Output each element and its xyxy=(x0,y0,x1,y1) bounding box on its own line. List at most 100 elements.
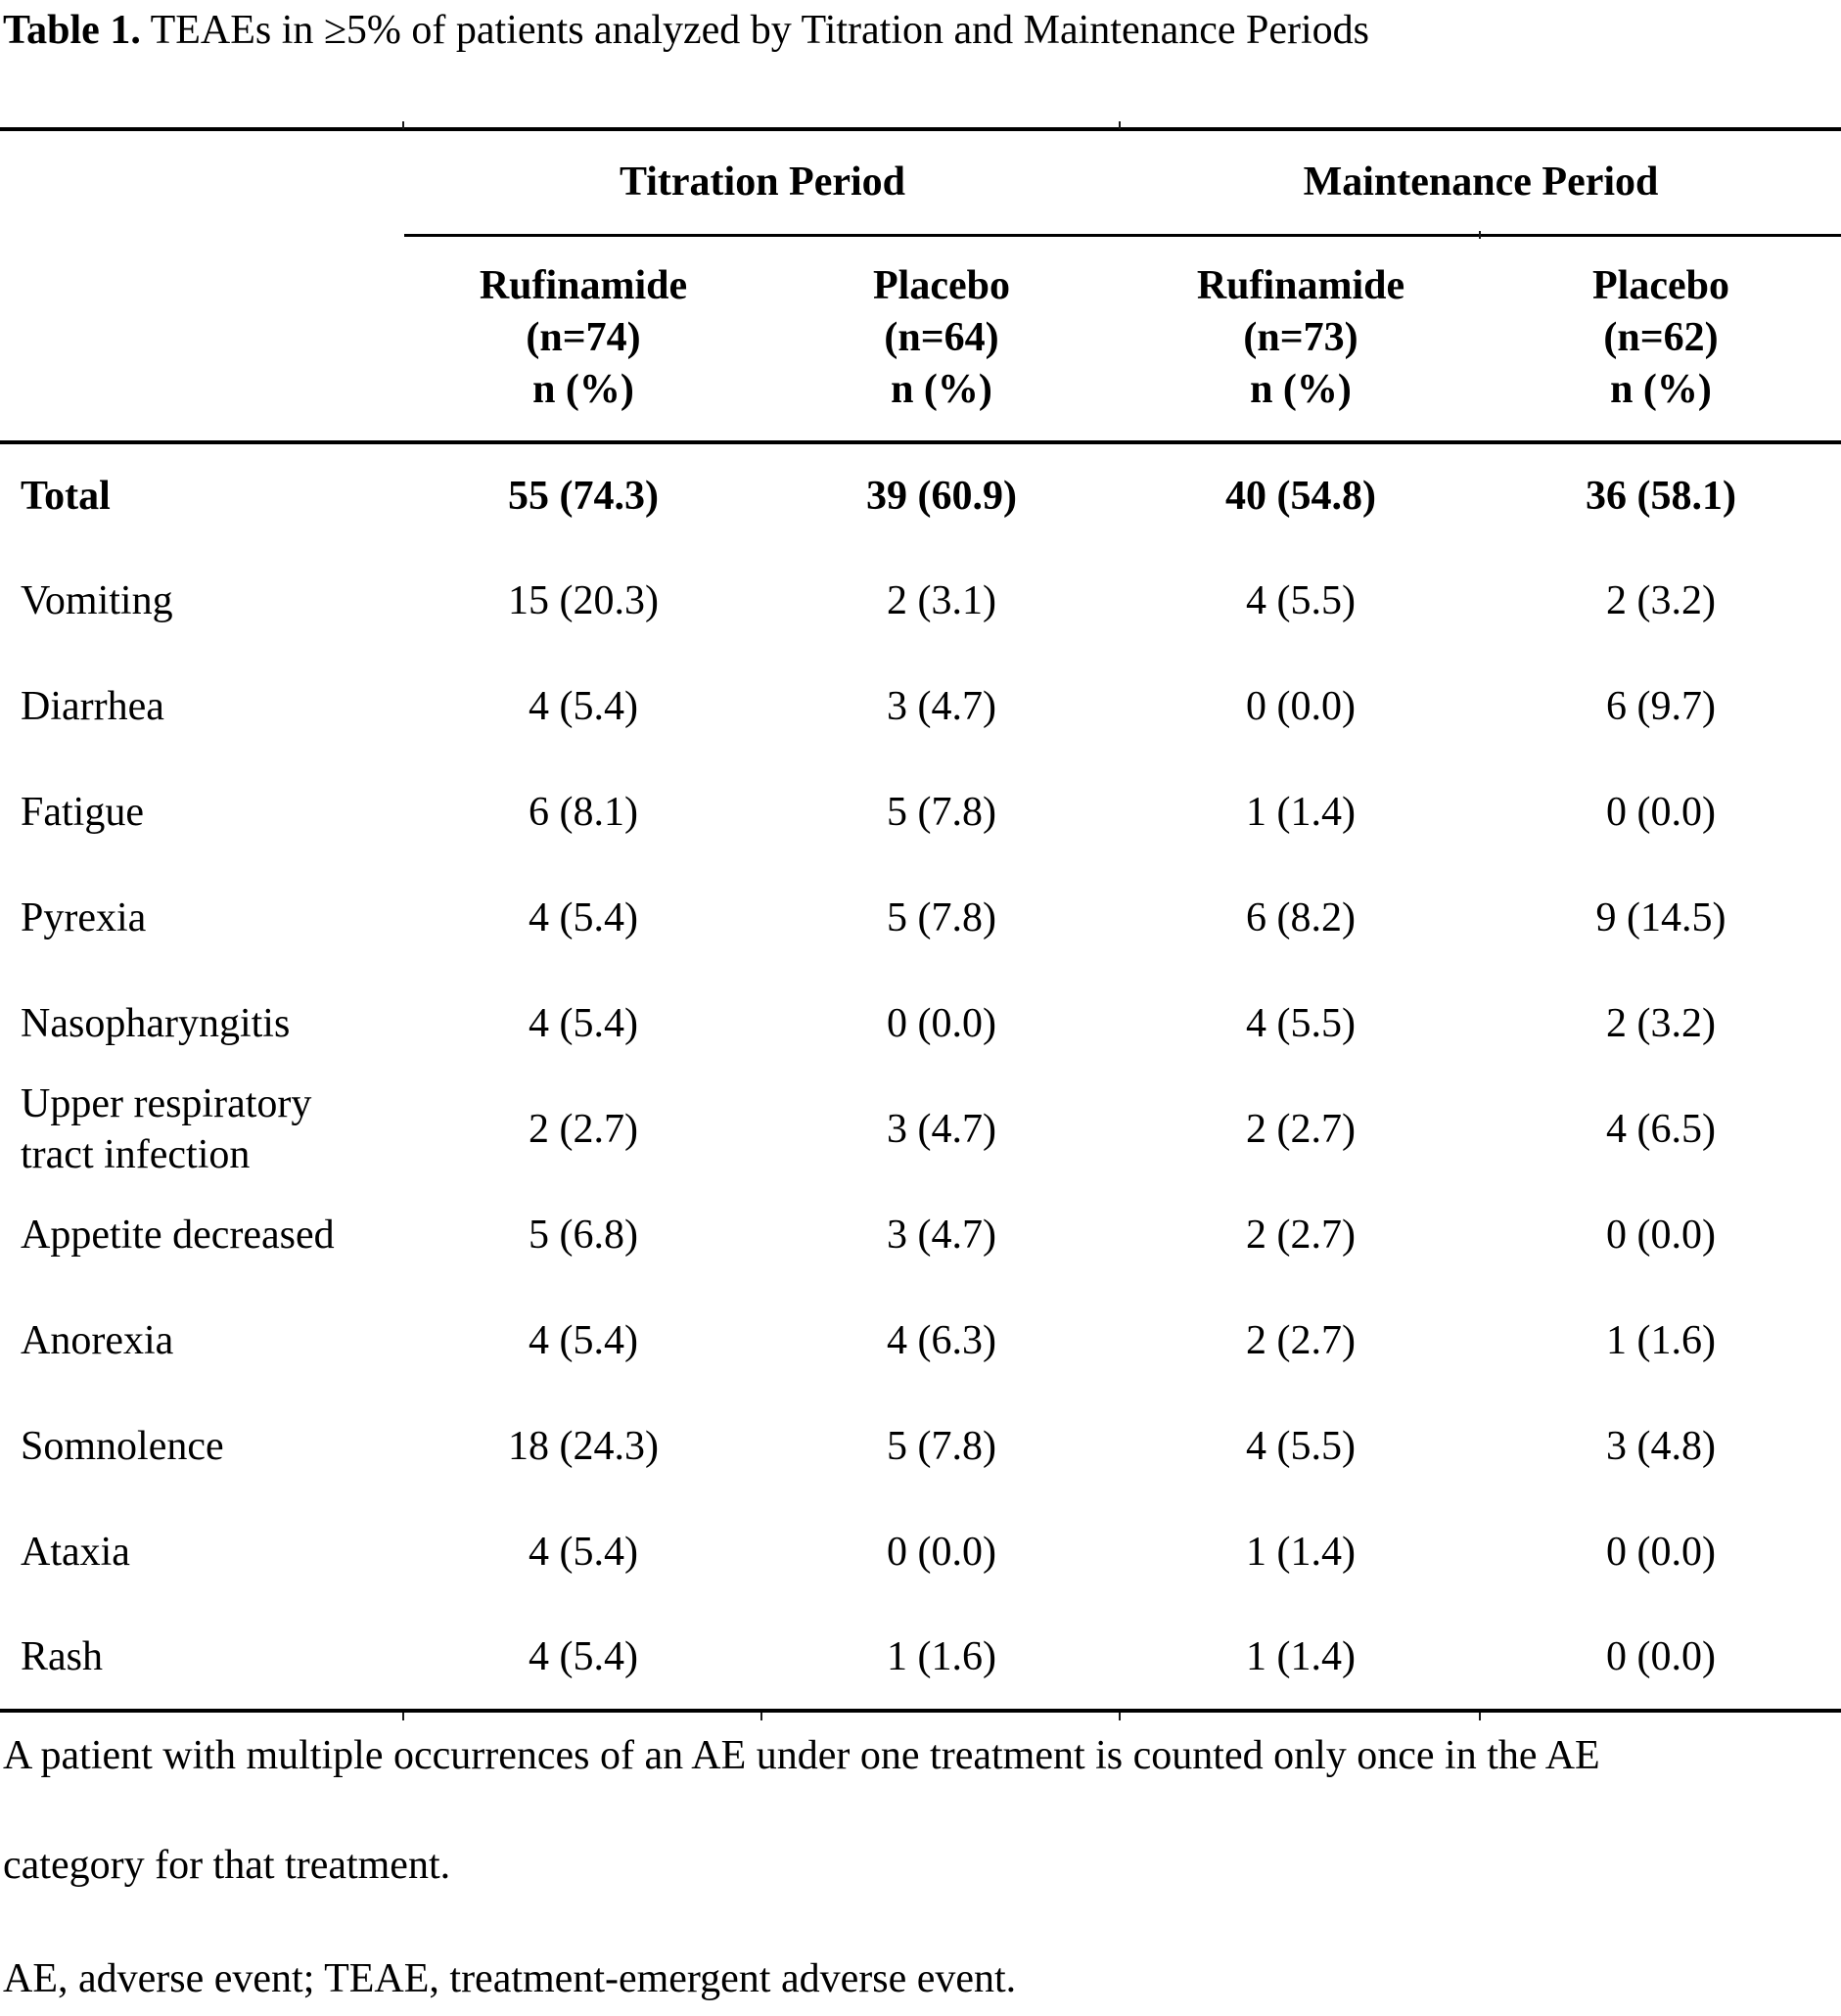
value-cell: 4 (5.5) xyxy=(1246,578,1356,623)
value-cell: 36 (58.1) xyxy=(1586,474,1736,519)
ae-label: Ataxia xyxy=(21,1530,130,1575)
cell-boundary-tick xyxy=(1119,1713,1121,1720)
value-cell: 5 (7.8) xyxy=(887,1424,996,1469)
value-cell: 0 (0.0) xyxy=(1246,684,1356,729)
value-cell: 4 (5.4) xyxy=(529,1001,638,1046)
footnote-abbreviations: AE, adverse event; TEAE, treatment-emerg… xyxy=(3,1956,1017,2001)
value-cell: 6 (8.2) xyxy=(1246,895,1356,940)
table-row-nasopharyngitis: Nasopharyngitis 4 (5.4) 0 (0.0) 4 (5.5) … xyxy=(0,971,1841,1077)
ae-label: Nasopharyngitis xyxy=(21,1001,291,1046)
ae-label: Upper respiratory tract infection xyxy=(0,1077,404,1182)
drug-name: Rufinamide xyxy=(479,263,688,309)
value-cell: 0 (0.0) xyxy=(1481,1605,1841,1713)
value-cell: 3 (4.7) xyxy=(887,684,996,729)
value-cell: 6 (9.7) xyxy=(1606,684,1716,729)
ae-label: Total xyxy=(21,474,111,519)
table-row-somnolence: Somnolence 18 (24.3) 5 (7.8) 4 (5.5) 3 (… xyxy=(0,1394,1841,1499)
table-body: Total 55 (74.3) 39 (60.9) 40 (54.8) 36 (… xyxy=(0,442,1841,1713)
ae-label: Pyrexia xyxy=(21,895,147,940)
ae-label: Rash xyxy=(0,1605,404,1713)
table-row-ataxia: Ataxia 4 (5.4) 0 (0.0) 1 (1.4) 0 (0.0) xyxy=(0,1499,1841,1605)
ae-label: Appetite decreased xyxy=(21,1213,335,1258)
sample-size: (n=62) xyxy=(1603,315,1719,361)
value-cell: 4 (5.4) xyxy=(529,684,638,729)
table-caption-text: TEAEs in ≥5% of patients analyzed by Tit… xyxy=(140,8,1370,53)
value-cell: 1 (1.6) xyxy=(762,1605,1121,1713)
value-cell: 18 (24.3) xyxy=(508,1424,659,1469)
cell-boundary-tick xyxy=(1479,1713,1481,1720)
value-cell: 4 (6.3) xyxy=(887,1318,996,1363)
ae-label: Somnolence xyxy=(21,1424,224,1469)
unit-label: n (%) xyxy=(891,367,992,413)
value-cell: 4 (5.4) xyxy=(404,1605,762,1713)
sample-size: (n=64) xyxy=(884,315,999,361)
drug-header-row: Rufinamide (n=74) n (%) Placebo (n=64) n… xyxy=(0,235,1841,444)
ae-label: Vomiting xyxy=(21,578,173,623)
value-cell: 0 (0.0) xyxy=(1606,790,1716,835)
value-cell: 4 (5.4) xyxy=(529,1318,638,1363)
ae-label: Fatigue xyxy=(21,790,144,835)
value-cell: 1 (1.4) xyxy=(1121,1605,1481,1713)
drug-name: Placebo xyxy=(1592,263,1729,309)
unit-label: n (%) xyxy=(1610,367,1712,413)
value-cell: 1 (1.4) xyxy=(1246,790,1356,835)
sample-size: (n=73) xyxy=(1243,315,1358,361)
value-cell: 2 (2.7) xyxy=(1246,1318,1356,1363)
teae-table: Titration Period Maintenance Period Rufi… xyxy=(0,127,1841,1713)
value-cell: 3 (4.8) xyxy=(1606,1424,1716,1469)
table-row-rash: Rash 4 (5.4) 1 (1.6) 1 (1.4) 0 (0.0) xyxy=(0,1605,1841,1713)
cell-boundary-tick xyxy=(402,121,404,129)
ae-label-line: Upper respiratory xyxy=(21,1081,312,1126)
column-header-maintenance-rufinamide: Rufinamide (n=73) n (%) xyxy=(1121,235,1481,444)
column-header-titration-placebo: Placebo (n=64) n (%) xyxy=(762,235,1121,444)
drug-name: Rufinamide xyxy=(1196,263,1405,309)
value-cell: 3 (4.7) xyxy=(887,1213,996,1258)
table-caption: Table 1. TEAEs in ≥5% of patients analyz… xyxy=(3,6,1369,55)
table-header: Titration Period Maintenance Period Rufi… xyxy=(0,129,1841,444)
ae-label: Diarrhea xyxy=(21,684,164,729)
corner-cell xyxy=(0,129,404,235)
period-header-titration: Titration Period xyxy=(404,129,1121,237)
cell-boundary-tick xyxy=(760,1713,762,1720)
value-cell: 1 (1.4) xyxy=(1246,1530,1356,1575)
value-cell: 15 (20.3) xyxy=(508,578,659,623)
value-cell: 40 (54.8) xyxy=(1225,474,1376,519)
cell-boundary-tick xyxy=(1479,231,1481,239)
value-cell: 4 (5.4) xyxy=(529,1530,638,1575)
value-cell: 4 (5.5) xyxy=(1246,1001,1356,1046)
value-cell: 2 (2.7) xyxy=(529,1107,638,1152)
value-cell: 0 (0.0) xyxy=(1606,1213,1716,1258)
value-cell: 2 (2.7) xyxy=(1246,1107,1356,1152)
unit-label: n (%) xyxy=(532,367,634,413)
ae-label-line: tract infection xyxy=(21,1132,251,1177)
table-row-appetite-decreased: Appetite decreased 5 (6.8) 3 (4.7) 2 (2.… xyxy=(0,1182,1841,1288)
table-caption-label: Table 1. xyxy=(3,8,141,53)
table-row-diarrhea: Diarrhea 4 (5.4) 3 (4.7) 0 (0.0) 6 (9.7) xyxy=(0,654,1841,759)
value-cell: 0 (0.0) xyxy=(1606,1530,1716,1575)
value-cell: 2 (2.7) xyxy=(1246,1213,1356,1258)
value-cell: 55 (74.3) xyxy=(508,474,659,519)
table-row-vomiting: Vomiting 15 (20.3) 2 (3.1) 4 (5.5) 2 (3.… xyxy=(0,548,1841,654)
sample-size: (n=74) xyxy=(526,315,641,361)
unit-label: n (%) xyxy=(1250,367,1352,413)
value-cell: 2 (3.2) xyxy=(1606,1001,1716,1046)
cell-boundary-tick xyxy=(1119,121,1121,129)
column-header-maintenance-placebo: Placebo (n=62) n (%) xyxy=(1481,235,1841,444)
value-cell: 4 (5.4) xyxy=(529,895,638,940)
value-cell: 2 (3.1) xyxy=(887,578,996,623)
table-row-total: Total 55 (74.3) 39 (60.9) 40 (54.8) 36 (… xyxy=(0,442,1841,548)
value-cell: 6 (8.1) xyxy=(529,790,638,835)
value-cell: 39 (60.9) xyxy=(866,474,1017,519)
value-cell: 5 (7.8) xyxy=(887,790,996,835)
value-cell: 9 (14.5) xyxy=(1595,895,1726,940)
table-row-fatigue: Fatigue 6 (8.1) 5 (7.8) 1 (1.4) 0 (0.0) xyxy=(0,759,1841,865)
table-row-pyrexia: Pyrexia 4 (5.4) 5 (7.8) 6 (8.2) 9 (14.5) xyxy=(0,865,1841,971)
table-row-urti: Upper respiratory tract infection 2 (2.7… xyxy=(0,1077,1841,1182)
value-cell: 3 (4.7) xyxy=(887,1107,996,1152)
table-row-anorexia: Anorexia 4 (5.4) 4 (6.3) 2 (2.7) 1 (1.6) xyxy=(0,1288,1841,1394)
footnote-line-1: A patient with multiple occurrences of a… xyxy=(3,1733,1600,1778)
value-cell: 5 (6.8) xyxy=(529,1213,638,1258)
value-cell: 4 (5.5) xyxy=(1246,1424,1356,1469)
ae-label: Anorexia xyxy=(21,1318,174,1363)
